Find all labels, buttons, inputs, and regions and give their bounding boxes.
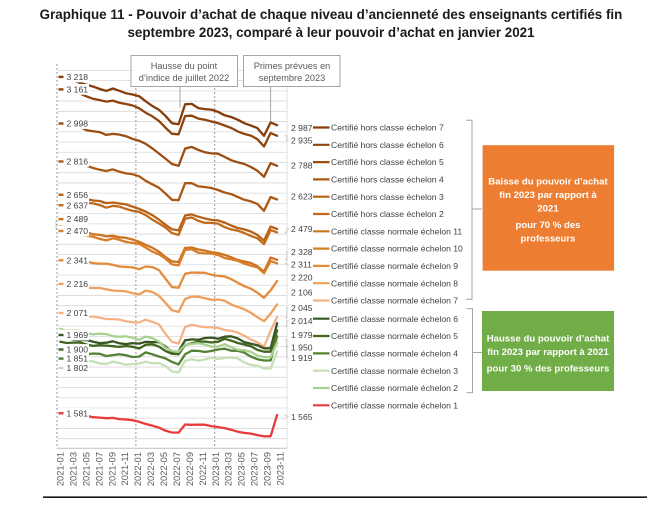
- svg-text:2 328: 2 328: [291, 247, 313, 257]
- svg-text:2023-03: 2023-03: [224, 452, 234, 486]
- svg-text:2 216: 2 216: [67, 279, 89, 289]
- svg-text:septembre 2023, comparé à leur: septembre 2023, comparé à leur pouvoir d…: [127, 25, 535, 40]
- svg-text:Certifié classe normale échelo: Certifié classe normale échelon 2: [331, 383, 458, 393]
- svg-text:Certifié hors classe échelon 5: Certifié hors classe échelon 5: [331, 157, 444, 167]
- svg-text:Certifié classe normale échelo: Certifié classe normale échelon 3: [331, 366, 458, 376]
- svg-text:2023-07: 2023-07: [250, 452, 260, 486]
- svg-text:Certifié classe normale échelo: Certifié classe normale échelon 1: [331, 400, 458, 410]
- svg-text:Certifié hors classe échelon 3: Certifié hors classe échelon 3: [331, 192, 444, 202]
- svg-text:2 788: 2 788: [291, 161, 313, 171]
- svg-text:2 623: 2 623: [291, 192, 313, 202]
- svg-text:2023-01: 2023-01: [211, 452, 221, 486]
- svg-text:2022-05: 2022-05: [159, 452, 169, 486]
- svg-text:1 969: 1 969: [67, 330, 89, 340]
- svg-text:Hausse du pouvoir d’achat: Hausse du pouvoir d’achat: [487, 334, 610, 345]
- svg-text:Baisse du pouvoir d’achat: Baisse du pouvoir d’achat: [488, 177, 608, 188]
- svg-text:2 637: 2 637: [67, 200, 89, 210]
- svg-text:1 979: 1 979: [291, 330, 313, 340]
- svg-text:Certifié classe normale échelo: Certifié classe normale échelon 10: [331, 244, 463, 254]
- svg-text:2 220: 2 220: [291, 272, 313, 282]
- svg-text:Certifié classe normale échelo: Certifié classe normale échelon 11: [331, 226, 462, 236]
- svg-text:2 071: 2 071: [67, 308, 89, 318]
- svg-text:2022-03: 2022-03: [146, 452, 156, 486]
- svg-text:2 470: 2 470: [67, 226, 89, 236]
- svg-text:2021: 2021: [537, 204, 559, 215]
- svg-text:Certifié hors classe échelon 2: Certifié hors classe échelon 2: [331, 209, 444, 219]
- svg-text:Certifié classe normale échelo: Certifié classe normale échelon 9: [331, 261, 458, 271]
- svg-text:2 998: 2 998: [67, 119, 89, 129]
- svg-text:Certifié classe normale échelo: Certifié classe normale échelon 5: [331, 331, 458, 341]
- svg-text:Certifié hors classe échelon 7: Certifié hors classe échelon 7: [331, 123, 444, 133]
- svg-text:2 656: 2 656: [67, 190, 89, 200]
- svg-text:3 161: 3 161: [67, 85, 89, 95]
- svg-text:Primes prévues en: Primes prévues en: [254, 61, 331, 71]
- svg-text:1 802: 1 802: [67, 363, 89, 373]
- svg-text:2023-09: 2023-09: [262, 452, 272, 486]
- svg-text:Hausse du point: Hausse du point: [151, 61, 218, 71]
- svg-text:1 900: 1 900: [67, 345, 89, 355]
- svg-text:2021-01: 2021-01: [55, 452, 65, 486]
- svg-text:Certifié classe normale échelo: Certifié classe normale échelon 7: [331, 296, 458, 306]
- svg-text:2022-01: 2022-01: [133, 452, 143, 486]
- svg-text:2 935: 2 935: [291, 136, 313, 146]
- svg-text:2021-05: 2021-05: [81, 452, 91, 486]
- svg-text:2021-03: 2021-03: [68, 452, 78, 486]
- svg-text:1 581: 1 581: [67, 408, 89, 418]
- svg-text:2 106: 2 106: [291, 288, 313, 298]
- svg-text:2 014: 2 014: [291, 316, 313, 326]
- svg-text:2 987: 2 987: [291, 123, 313, 133]
- svg-text:2 341: 2 341: [67, 255, 89, 265]
- svg-text:2022-11: 2022-11: [198, 452, 208, 485]
- svg-text:2021-11: 2021-11: [120, 452, 130, 485]
- svg-text:2 816: 2 816: [67, 157, 89, 167]
- svg-text:2022-09: 2022-09: [185, 452, 195, 486]
- svg-text:2 479: 2 479: [291, 224, 313, 234]
- svg-text:2021-07: 2021-07: [94, 452, 104, 486]
- svg-text:Certifié classe normale échelo: Certifié classe normale échelon 6: [331, 314, 458, 324]
- svg-text:septembre 2023: septembre 2023: [259, 73, 325, 83]
- svg-text:pour 70 % des: pour 70 % des: [515, 220, 580, 231]
- svg-text:2022-07: 2022-07: [172, 452, 182, 486]
- svg-text:1 950: 1 950: [291, 343, 313, 353]
- svg-text:professeurs: professeurs: [521, 234, 576, 245]
- svg-text:2 311: 2 311: [291, 260, 312, 270]
- svg-text:2023-11: 2023-11: [275, 452, 285, 485]
- svg-text:Certifié hors classe échelon 4: Certifié hors classe échelon 4: [331, 175, 444, 185]
- svg-text:d’indice de juillet 2022: d’indice de juillet 2022: [139, 73, 229, 83]
- svg-text:2 489: 2 489: [67, 214, 89, 224]
- svg-text:Graphique 11 - Pouvoir d’achat: Graphique 11 - Pouvoir d’achat de chaque…: [40, 7, 623, 22]
- svg-text:Certifié classe normale échelo: Certifié classe normale échelon 8: [331, 278, 458, 288]
- svg-text:3 218: 3 218: [67, 72, 89, 82]
- svg-text:fin 2023 par rapport à: fin 2023 par rapport à: [499, 190, 597, 201]
- svg-text:2021-09: 2021-09: [107, 452, 117, 486]
- svg-text:2023-05: 2023-05: [237, 452, 247, 486]
- svg-text:fin 2023 par rapport à 2021: fin 2023 par rapport à 2021: [487, 347, 609, 358]
- svg-text:1 919: 1 919: [291, 353, 313, 363]
- svg-text:pour 30 % des professeurs: pour 30 % des professeurs: [487, 364, 610, 375]
- svg-text:2 045: 2 045: [291, 303, 313, 313]
- svg-text:1 851: 1 851: [67, 354, 89, 364]
- svg-text:1 565: 1 565: [291, 412, 313, 422]
- svg-text:Certifié hors classe échelon 6: Certifié hors classe échelon 6: [331, 140, 444, 150]
- svg-text:Certifié classe normale échelo: Certifié classe normale échelon 4: [331, 349, 458, 359]
